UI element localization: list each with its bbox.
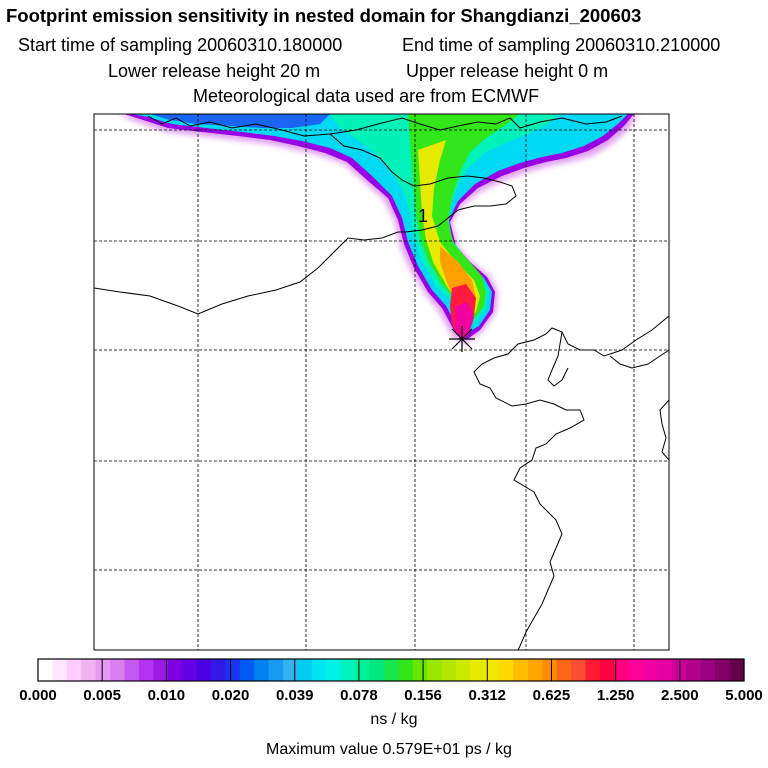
- colorbar-cell: [686, 659, 702, 681]
- colorbar-cell: [110, 659, 126, 681]
- colorbar-cell: [398, 659, 414, 681]
- end-time: End time of sampling 20060310.210000: [402, 35, 721, 55]
- colorbar-cell: [484, 659, 500, 681]
- colorbar-cells: [38, 659, 745, 681]
- colorbar-cell: [167, 659, 183, 681]
- colorbar-cell: [340, 659, 356, 681]
- colorbar-tick-label: 0.005: [83, 687, 121, 704]
- colorbar-cell: [354, 659, 370, 681]
- plume-violet: [124, 114, 634, 340]
- start-time: Start time of sampling 20060310.180000: [18, 35, 343, 55]
- colorbar-cell: [81, 659, 97, 681]
- colorbar-cell: [441, 659, 457, 681]
- colorbar-cell: [628, 659, 644, 681]
- colorbar-cell: [599, 659, 615, 681]
- colorbar-cell: [571, 659, 587, 681]
- colorbar-cell: [499, 659, 515, 681]
- border-northwest: [94, 231, 406, 315]
- colorbar-cell: [268, 659, 284, 681]
- colorbar-cell: [297, 659, 313, 681]
- colorbar-cell: [311, 659, 327, 681]
- coastline-south: [609, 349, 669, 369]
- colorbar-cell: [715, 659, 731, 681]
- colorbar-tick-label: 0.625: [532, 687, 571, 704]
- colorbar-cell: [95, 659, 111, 681]
- colorbar-cell: [254, 659, 270, 681]
- colorbar-cell: [52, 659, 68, 681]
- colorbar-cell: [369, 659, 385, 681]
- colorbar-tick-label: 0.000: [19, 687, 57, 704]
- maximum-value: Maximum value 0.579E+01 ps / kg: [266, 741, 512, 758]
- receptor-marker: [449, 326, 475, 352]
- title: Footprint emission sensitivity in nested…: [6, 5, 642, 26]
- upper-release-height: Upper release height 0 m: [406, 61, 609, 81]
- colorbar-cell: [700, 659, 716, 681]
- colorbar-cell: [614, 659, 630, 681]
- coastlines: [94, 115, 669, 650]
- colorbar-cell: [513, 659, 529, 681]
- colorbar-tick-label: 2.500: [661, 687, 699, 704]
- colorbar-cell: [225, 659, 241, 681]
- map-frame: [93, 113, 670, 651]
- colorbar-cell: [383, 659, 399, 681]
- colorbar-cell: [138, 659, 154, 681]
- colorbar-cell: [585, 659, 601, 681]
- colorbar-tick-label: 0.010: [147, 687, 186, 704]
- colorbar-tick-label: 1.250: [596, 687, 635, 704]
- colorbar-cell: [182, 659, 198, 681]
- colorbar-cell: [657, 659, 673, 681]
- colorbar-tick-label: 0.020: [211, 687, 250, 704]
- colorbar-tick-label: 0.078: [340, 687, 378, 704]
- colorbar-units: ns / kg: [370, 711, 418, 728]
- graticule: [94, 114, 669, 650]
- colorbar-cell: [210, 659, 226, 681]
- colorbar-cell: [527, 659, 543, 681]
- colorbar-cell: [239, 659, 255, 681]
- colorbar-cell: [427, 659, 443, 681]
- colorbar-cell: [326, 659, 342, 681]
- colorbar-cell: [282, 659, 298, 681]
- colorbar-tick-label: 0.312: [468, 687, 507, 704]
- lower-release-height: Lower release height 20 m: [108, 61, 321, 81]
- plume-magenta: [455, 302, 474, 340]
- colorbar-tick-label: 0.156: [404, 687, 442, 704]
- coast-east-segment: [547, 331, 569, 387]
- colorbar-tick-label: 5.000: [725, 687, 763, 704]
- contour-label: 1: [418, 206, 428, 226]
- colorbar-cell: [643, 659, 659, 681]
- colorbar-cell: [66, 659, 82, 681]
- meteorological-source: Meteorological data used are from ECMWF: [193, 86, 540, 106]
- colorbar-cell: [153, 659, 169, 681]
- coastline-peninsula: [659, 399, 669, 461]
- colorbar-cell: [470, 659, 486, 681]
- coastline-bay: [329, 133, 517, 233]
- plume-blue-patch: [150, 114, 330, 128]
- coastline-north: [147, 115, 623, 137]
- colorbar-cell: [542, 659, 558, 681]
- colorbar-cell: [455, 659, 471, 681]
- colorbar-tick-lines: [37, 659, 745, 681]
- colorbar-frame: [37, 658, 745, 682]
- colorbar-cell: [38, 659, 54, 681]
- colorbar-tick-label: 0.039: [275, 687, 314, 704]
- colorbar-cell: [196, 659, 212, 681]
- colorbar-cell: [412, 659, 428, 681]
- colorbar-cell: [556, 659, 572, 681]
- colorbar-cell: [124, 659, 140, 681]
- colorbar-cell: [729, 659, 745, 681]
